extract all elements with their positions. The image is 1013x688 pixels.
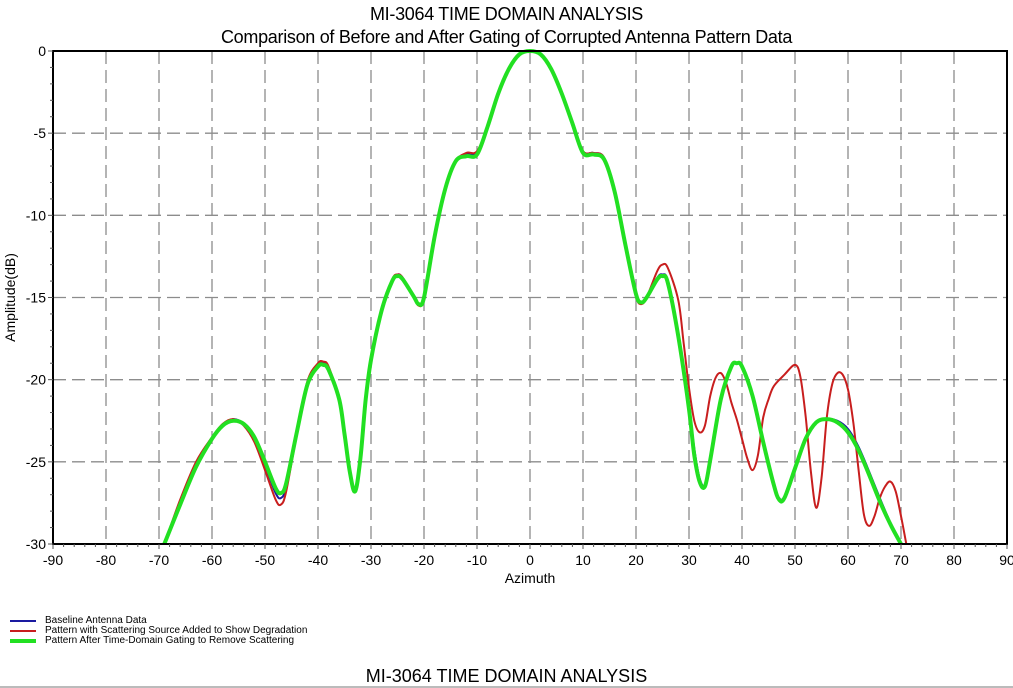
chart-legend: Baseline Antenna Data Pattern with Scatte… [10,616,307,646]
x-tick-label: -90 [43,552,63,568]
x-tick-label: 20 [628,552,644,568]
x-tick-label: -30 [361,552,381,568]
chart-subtitle: Comparison of Before and After Gating of… [220,27,793,47]
x-tick-label: -70 [149,552,169,568]
line-chart: -90 -80 -70 -60 -50 -40 -30 -20 -10 0 10 20 30 40 50 60… [2,43,1013,586]
footer-title: MI-3064 TIME DOMAIN ANALYSIS [365,666,648,686]
legend-item: Pattern After Time-Domain Gating to Remo… [10,636,307,646]
y-tick-label: -25 [26,454,46,470]
legend-label: Pattern with Scattering Source Added to … [45,625,308,636]
footer-divider [0,686,1013,688]
x-axis-label: Azimuth [505,570,556,586]
legend-swatch [10,620,36,622]
x-tick-label: 50 [787,552,803,568]
x-tick-label: -80 [96,552,116,568]
x-tick-label: 80 [946,552,962,568]
axis-ticks: -90 -80 -70 -60 -50 -40 -30 -20 -10 0 10 20 30 40 50 60… [26,43,1013,568]
y-tick-label: -10 [26,207,46,223]
x-tick-label: 70 [893,552,909,568]
legend-item: Pattern with Scattering Source Added to … [10,626,307,636]
y-tick-label: -20 [26,372,46,388]
legend-label: Pattern After Time-Domain Gating to Remo… [45,635,294,646]
y-tick-label: -5 [34,125,47,141]
chart-title: MI-3064 TIME DOMAIN ANALYSIS [369,4,644,24]
y-tick-label: 0 [38,43,46,59]
x-tick-label: 90 [999,552,1013,568]
x-tick-label: -10 [467,552,487,568]
grid-lines [53,51,1007,544]
x-tick-label: -60 [202,552,222,568]
x-tick-label: 40 [734,552,750,568]
y-tick-label: -15 [26,290,46,306]
x-tick-label: -50 [255,552,275,568]
legend-swatch [10,630,36,632]
x-tick-label: -40 [308,552,328,568]
y-axis-label: Amplitude(dB) [2,253,18,342]
x-tick-label: 0 [526,552,534,568]
legend-swatch [10,639,36,643]
legend-label: Baseline Antenna Data [45,615,147,626]
x-tick-label: -20 [414,552,434,568]
x-tick-label: 30 [681,552,697,568]
x-tick-label: 10 [575,552,591,568]
y-tick-label: -30 [26,536,46,552]
legend-item: Baseline Antenna Data [10,616,307,626]
x-tick-label: 60 [840,552,856,568]
